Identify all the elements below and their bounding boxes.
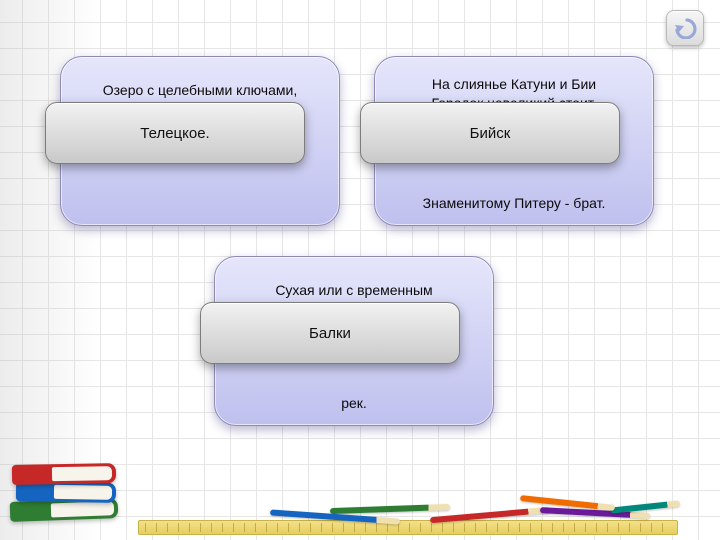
answer-text: Бийск (470, 125, 511, 142)
undo-arrow-icon (673, 17, 697, 39)
answer-text: Телецкое. (140, 125, 209, 142)
question-text: Озеро с целебными ключами, (79, 81, 321, 100)
question-text-top: Сухая или с временным (233, 281, 475, 300)
back-button[interactable] (666, 10, 704, 46)
answer-chip-top-right[interactable]: Бийск (360, 102, 620, 164)
book-icon (12, 463, 116, 485)
answer-text: Балки (309, 325, 351, 342)
answer-chip-bottom[interactable]: Балки (200, 302, 460, 364)
supplies-decoration (130, 492, 690, 540)
ruler-icon (138, 520, 678, 535)
question-text-bottom: рек. (215, 394, 493, 413)
stage: Озеро с целебными ключами, Телецкое. На … (0, 0, 720, 540)
books-decoration (2, 440, 132, 540)
pen-icon (330, 504, 450, 514)
answer-chip-top-left[interactable]: Телецкое. (45, 102, 305, 164)
question-text-bottom: Знаменитому Питеру - брат. (375, 194, 653, 213)
